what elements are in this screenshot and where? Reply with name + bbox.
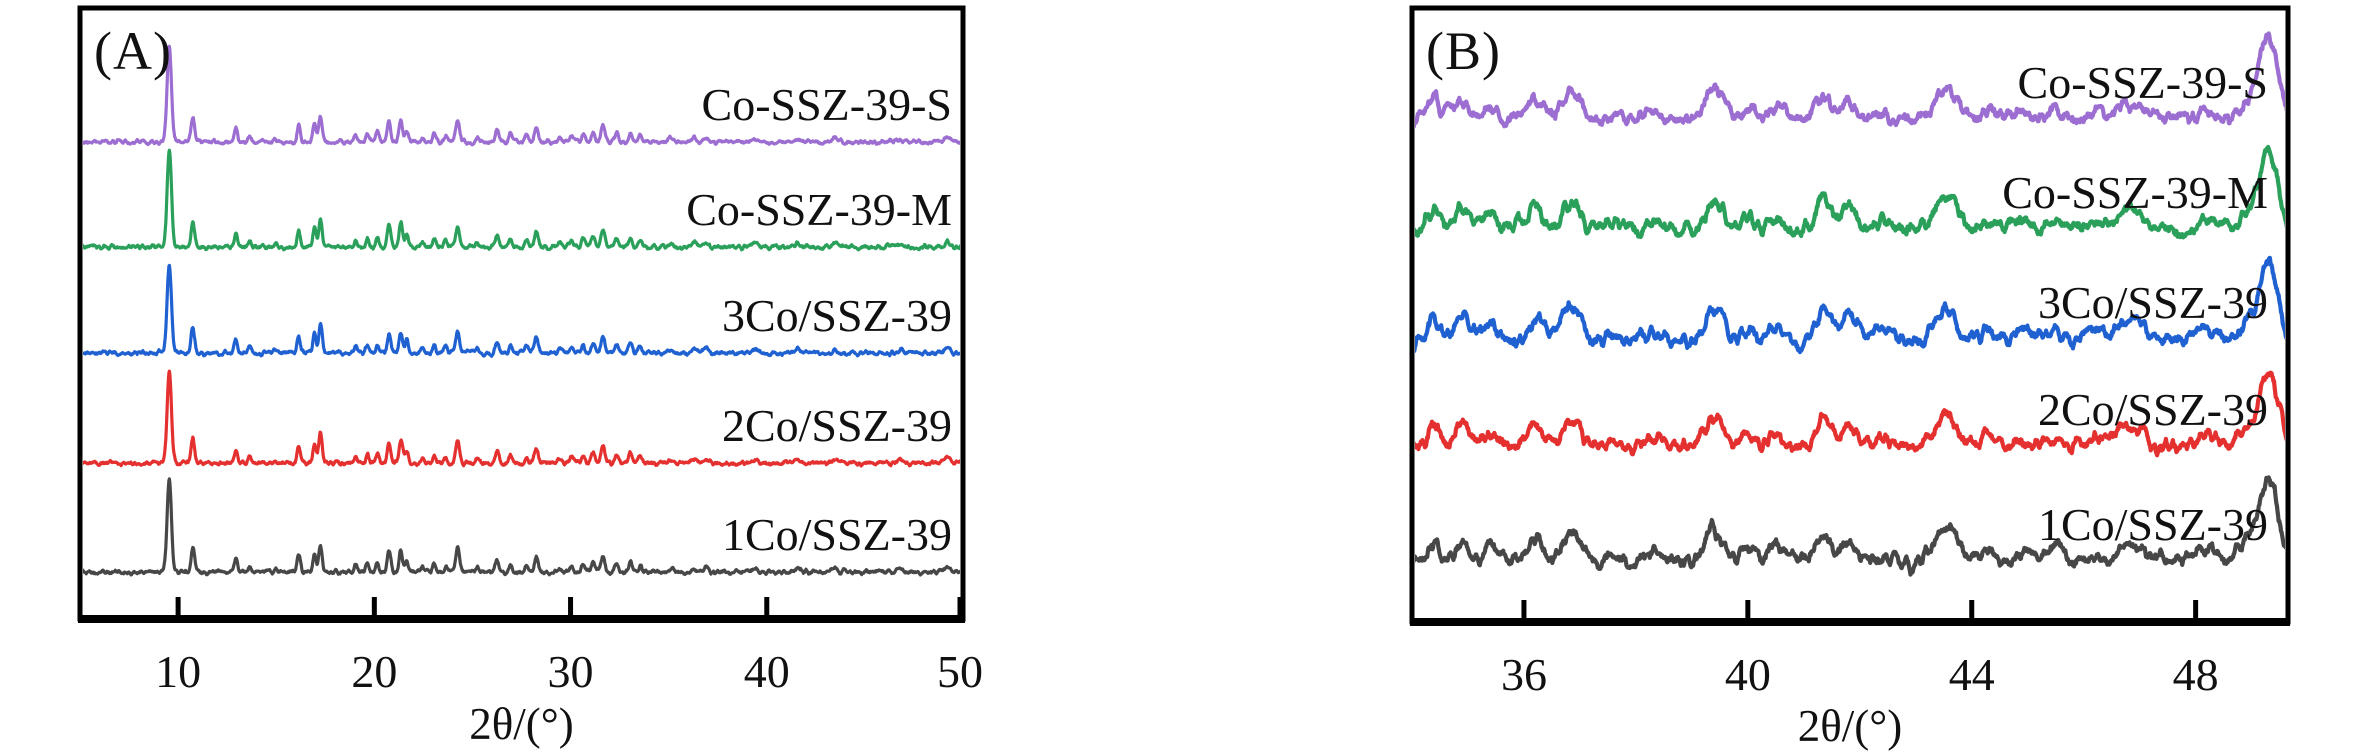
x-axis-title-a: 2θ/(°): [469, 699, 574, 749]
trace-label-a-1co-ssz-39: 1Co/SSZ-39: [721, 509, 952, 560]
x-tick-label-a-20: 20: [351, 646, 398, 697]
x-tick-label-b-40: 40: [1724, 649, 1771, 700]
xrd-trace-b-co-ssz-39-s: [1415, 31, 2285, 129]
xrd-trace-a-co-ssz-39-s: [83, 44, 960, 147]
xrd-trace-a-1co-ssz-39: [83, 477, 960, 577]
x-tick-label-a-40: 40: [743, 646, 790, 697]
trace-label-a-3co-ssz-39: 3Co/SSZ-39: [721, 290, 952, 341]
xrd-trace-a-2co-ssz-39: [83, 369, 960, 468]
trace-label-b-1co-ssz-39: 1Co/SSZ-39: [2037, 499, 2268, 550]
trace-label-a-co-ssz-39-s: Co-SSZ-39-S: [701, 79, 952, 130]
xrd-trace-b-co-ssz-39-m: [1415, 144, 2285, 240]
xrd-trace-b-1co-ssz-39: [1415, 475, 2285, 577]
trace-label-b-3co-ssz-39: 3Co/SSZ-39: [2037, 277, 2268, 328]
x-tick-label-a-10: 10: [155, 646, 202, 697]
xrd-trace-a-co-ssz-39-m: [83, 148, 960, 252]
x-axis-title-b: 2θ/(°): [1797, 701, 1903, 751]
trace-label-b-co-ssz-39-m: Co-SSZ-39-M: [2002, 167, 2268, 218]
trace-label-b-co-ssz-39-s: Co-SSZ-39-S: [2017, 57, 2268, 108]
x-tick-label-b-44: 44: [1948, 649, 1995, 700]
xrd-trace-b-3co-ssz-39: [1415, 255, 2285, 355]
xrd-trace-a-3co-ssz-39: [83, 263, 960, 358]
x-tick-label-a-50: 50: [937, 646, 983, 697]
x-tick-label-b-36: 36: [1500, 649, 1547, 700]
panel-letter-a: (A): [94, 21, 172, 81]
trace-label-a-2co-ssz-39: 2Co/SSZ-39: [721, 400, 952, 451]
x-tick-label-b-48: 48: [2172, 649, 2219, 700]
x-tick-label-a-30: 30: [547, 646, 594, 697]
panel-letter-b: (B): [1426, 21, 1501, 81]
trace-label-b-2co-ssz-39: 2Co/SSZ-39: [2037, 384, 2268, 435]
trace-label-a-co-ssz-39-m: Co-SSZ-39-M: [686, 184, 952, 235]
xrd-trace-b-2co-ssz-39: [1415, 370, 2285, 458]
